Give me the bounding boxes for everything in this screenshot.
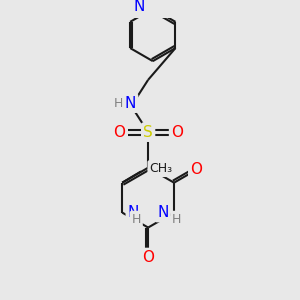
Text: S: S [143, 125, 153, 140]
Text: H: H [172, 213, 182, 226]
Text: CH₃: CH₃ [149, 162, 172, 175]
Text: N: N [134, 0, 145, 14]
Text: N: N [125, 96, 136, 111]
Text: N: N [157, 205, 168, 220]
Text: O: O [171, 125, 183, 140]
Text: N: N [128, 205, 139, 220]
Text: O: O [142, 250, 154, 265]
Text: O: O [190, 162, 202, 177]
Text: H: H [132, 213, 141, 226]
Text: H: H [113, 97, 123, 110]
Text: O: O [113, 125, 125, 140]
